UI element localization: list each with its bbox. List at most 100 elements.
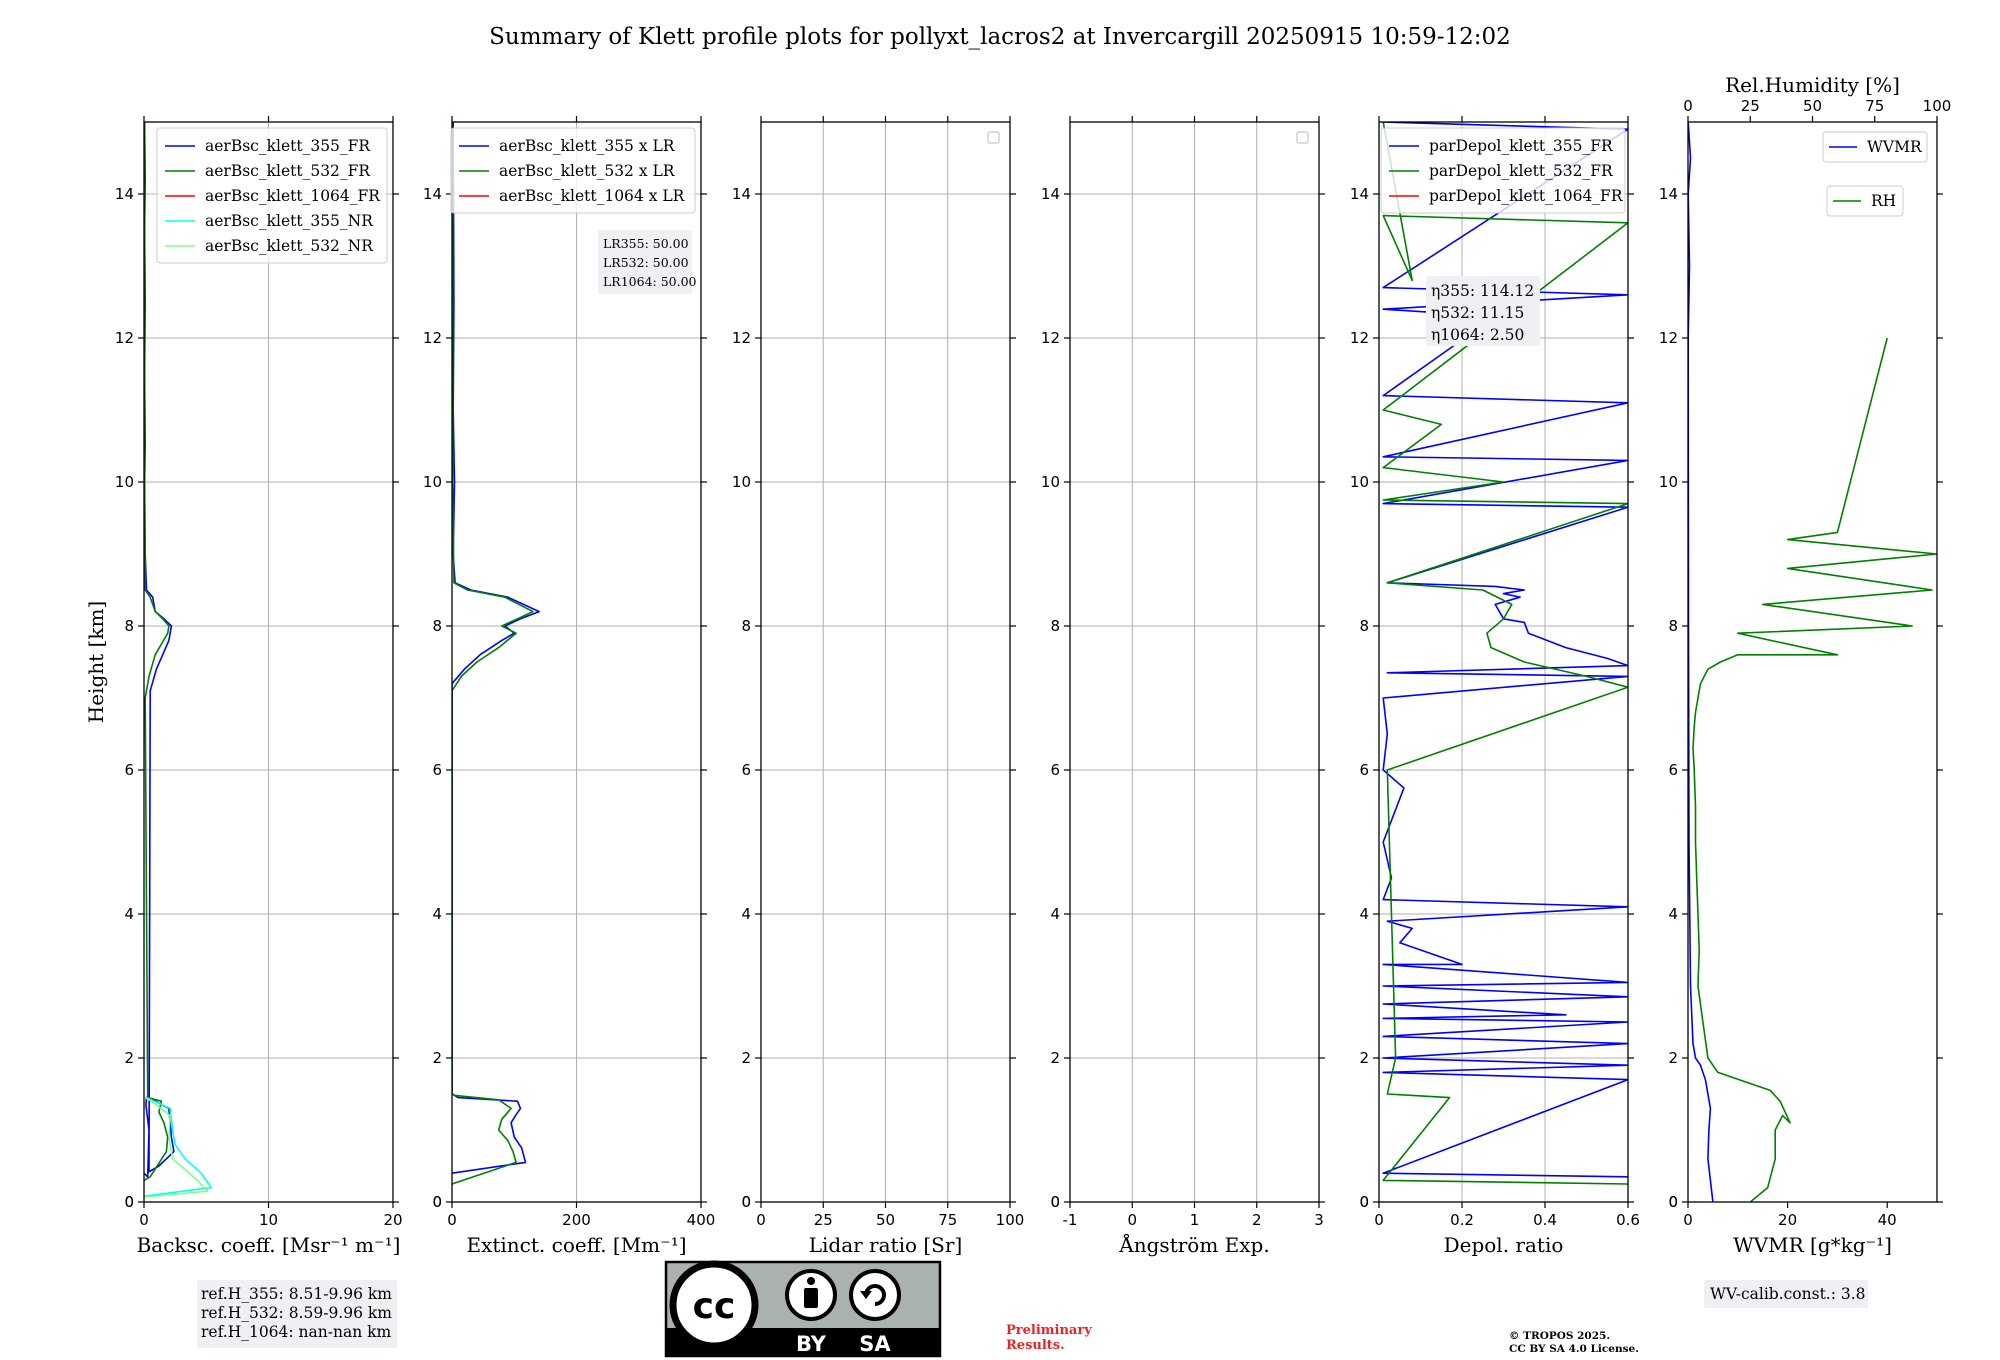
x-tick-label: 20	[383, 1211, 402, 1229]
license-line: CC BY SA 4.0 License.	[1509, 1343, 1639, 1355]
y-tick-label: 14	[1041, 185, 1060, 203]
y-tick-label: 10	[115, 473, 134, 491]
x-tick-label: 0	[756, 1211, 766, 1229]
series-group	[144, 122, 212, 1198]
empty-legend-box	[987, 131, 1000, 144]
y-tick-label: 6	[1050, 761, 1060, 779]
legend-label: parDepol_klett_532_FR	[1429, 162, 1614, 180]
y-tick-label: 0	[1050, 1193, 1060, 1211]
share-alike-icon	[849, 1269, 901, 1321]
y-tick-label: 2	[741, 1049, 751, 1067]
x-axis-label: Extinct. coeff. [Mm⁻¹]	[466, 1233, 686, 1257]
ref-height-532: ref.H_532: 8.59-9.96 km	[201, 1304, 392, 1322]
y-tick-label: 2	[432, 1049, 442, 1067]
axes-frame	[1378, 121, 1629, 1203]
legend-label: aerBsc_klett_1064 x LR	[499, 187, 686, 205]
x-axis-label: WVMR [g*kg⁻¹]	[1733, 1233, 1892, 1257]
y-tick-label: 4	[432, 905, 442, 923]
lidar-ratio-355: LR355: 50.00	[603, 236, 689, 251]
legend-label: aerBsc_klett_532_FR	[205, 162, 371, 180]
legend-label: aerBsc_klett_1064_FR	[205, 187, 381, 205]
y-tick-label: 12	[1041, 329, 1060, 347]
legend: aerBsc_klett_355 x LR aerBsc_klett_532 x …	[450, 127, 696, 214]
y-tick-label: 2	[1668, 1049, 1678, 1067]
x-axis-label: Lidar ratio [Sr]	[809, 1233, 963, 1257]
x-tick-label: 25	[814, 1211, 833, 1229]
y-tick-label: 6	[432, 761, 442, 779]
y-tick-label: 8	[1359, 617, 1369, 635]
legend-box	[1822, 131, 1928, 163]
y-tick-label: 14	[115, 185, 134, 203]
y-tick-label: 14	[1350, 185, 1369, 203]
x-tick-label: 0	[1374, 1211, 1384, 1229]
x-tick-label: 20	[1778, 1211, 1797, 1229]
y-tick-label: 0	[741, 1193, 751, 1211]
x-axis-label: Ångström Exp.	[1118, 1232, 1269, 1257]
y-tick-label: 8	[432, 617, 442, 635]
series-line-1	[1692, 337, 1937, 1202]
series-group	[1688, 122, 1937, 1202]
copyright-line: © TROPOS 2025.	[1509, 1330, 1610, 1342]
wv-calib-box: WV-calib.const.: 3.8	[1704, 1280, 1868, 1308]
series-line-0	[1382, 122, 1628, 1178]
y-tick-label: 10	[1659, 473, 1678, 491]
cc-license-badge[interactable]: cc BY SA	[664, 1260, 942, 1358]
x-axis-label: Depol. ratio	[1444, 1233, 1564, 1257]
x-tick-label: 1	[1190, 1211, 1200, 1229]
y-tick-label: 12	[1659, 329, 1678, 347]
annotation-background	[1426, 276, 1540, 346]
legend-label: aerBsc_klett_355 x LR	[499, 137, 676, 155]
y-tick-label: 12	[423, 329, 442, 347]
y-tick-label: 6	[741, 761, 751, 779]
legend-label: aerBsc_klett_355_FR	[205, 137, 371, 155]
top-x-tick-label: 0	[1683, 97, 1693, 115]
x-tick-label: 75	[938, 1211, 957, 1229]
legend-label: RH	[1871, 192, 1896, 210]
y-tick-label: 4	[741, 905, 751, 923]
y-tick-label: 8	[741, 617, 751, 635]
cc-logo-icon: cc	[669, 1260, 759, 1350]
y-tick-label: 0	[741, 1193, 751, 1211]
ref-height-box: ref.H_355: 8.51-9.96 km ref.H_532: 8.59-…	[197, 1280, 397, 1348]
y-tick-label: 8	[1050, 617, 1060, 635]
y-tick-label: 0	[1359, 1193, 1369, 1211]
y-tick-label: 14	[1659, 185, 1678, 203]
y-tick-label: 12	[115, 329, 134, 347]
legend-box	[156, 127, 388, 264]
top-x-axis-label: Rel.Humidity [%]	[1725, 73, 1900, 97]
x-tick-label: 0	[447, 1211, 457, 1229]
y-tick-label: 0	[124, 1193, 134, 1211]
legend-label: aerBsc_klett_532 x LR	[499, 162, 676, 180]
series-group	[452, 122, 540, 1185]
y-tick-label: 8	[124, 617, 134, 635]
y-tick-label: 0	[1050, 1193, 1060, 1211]
legend-label: WVMR	[1867, 138, 1923, 156]
x-tick-label: 0	[1683, 1211, 1693, 1229]
x-tick-label: 0	[1127, 1211, 1137, 1229]
x-tick-label: -1	[1063, 1211, 1078, 1229]
y-tick-label: 8	[1668, 617, 1678, 635]
y-tick-label: 0	[432, 1193, 442, 1211]
legend: parDepol_klett_355_FR parDepol_klett_532_…	[1380, 127, 1626, 214]
ref-height-355: ref.H_355: 8.51-9.96 km	[201, 1285, 392, 1303]
y-tick-label: 14	[732, 185, 751, 203]
ref-height-1064: ref.H_1064: nan-nan km	[201, 1323, 392, 1341]
preliminary-label: Preliminary	[1006, 1323, 1092, 1338]
eta-box: η355: 114.12 η532: 11.15 η1064: 2.50	[1426, 276, 1540, 346]
x-tick-label: 0.6	[1616, 1211, 1640, 1229]
y-tick-label: 10	[1350, 473, 1369, 491]
y-tick-label: 4	[124, 905, 134, 923]
top-x-tick-label: 25	[1741, 97, 1760, 115]
attribution-icon	[785, 1269, 837, 1321]
y-tick-label: 6	[1668, 761, 1678, 779]
legend: aerBsc_klett_355_FR aerBsc_klett_532_FRae…	[156, 127, 388, 264]
y-axis-label: Height [km]	[84, 601, 108, 723]
legend-label: aerBsc_klett_355_NR	[205, 212, 374, 230]
legend-box	[1380, 127, 1626, 214]
series-line-1	[1382, 122, 1628, 1185]
lidar-ratio-box: LR355: 50.00 LR532: 50.00 LR1064: 50.00	[598, 230, 697, 294]
